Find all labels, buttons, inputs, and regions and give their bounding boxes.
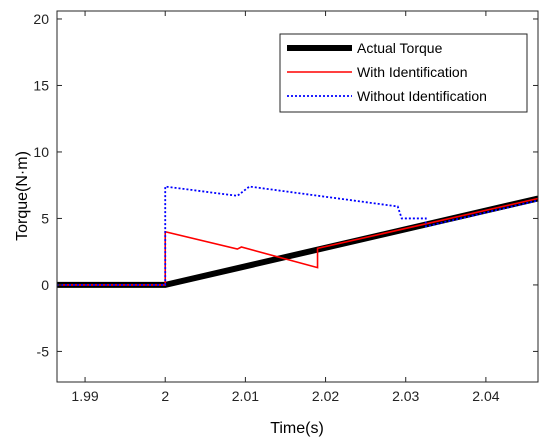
legend-label-3: Without Identification: [357, 88, 487, 104]
series-line-2: [57, 197, 539, 286]
x-tick-label: 2.02: [312, 388, 339, 404]
y-tick-label: 20: [33, 11, 49, 27]
y-tick-label: -5: [37, 343, 50, 359]
y-tick-label: 15: [33, 77, 49, 93]
plot-frame: [56, 10, 539, 383]
x-axis-label: Time(s): [270, 420, 324, 437]
x-tick-label: 1.99: [71, 388, 98, 404]
series-line-1: [57, 195, 539, 288]
legend-label-1: Actual Torque: [357, 40, 443, 56]
x-tick-label: 2: [161, 388, 169, 404]
x-tick-label: 2.01: [232, 388, 259, 404]
x-tick-label: 2.04: [472, 388, 499, 404]
y-tick-label: 10: [33, 144, 49, 160]
legend: Actual Torque With Identification Without …: [279, 33, 528, 113]
y-axis-label: Torque(N·m): [14, 151, 31, 241]
x-tick-label: 2.03: [392, 388, 419, 404]
y-tick-label: 0: [41, 277, 49, 293]
legend-label-2: With Identification: [357, 64, 468, 80]
series-line-3: [57, 185, 539, 286]
legend-box: [279, 33, 528, 113]
x-tick-layer: 1.99 2 2.01 2.02 2.03 2.04: [71, 11, 500, 404]
legend-items: Actual Torque With Identification Without …: [287, 40, 487, 104]
y-tick-layer: -5 0 5 10 15 20: [33, 11, 538, 359]
y-tick-label: 5: [41, 210, 49, 226]
series-layer: [57, 185, 539, 288]
